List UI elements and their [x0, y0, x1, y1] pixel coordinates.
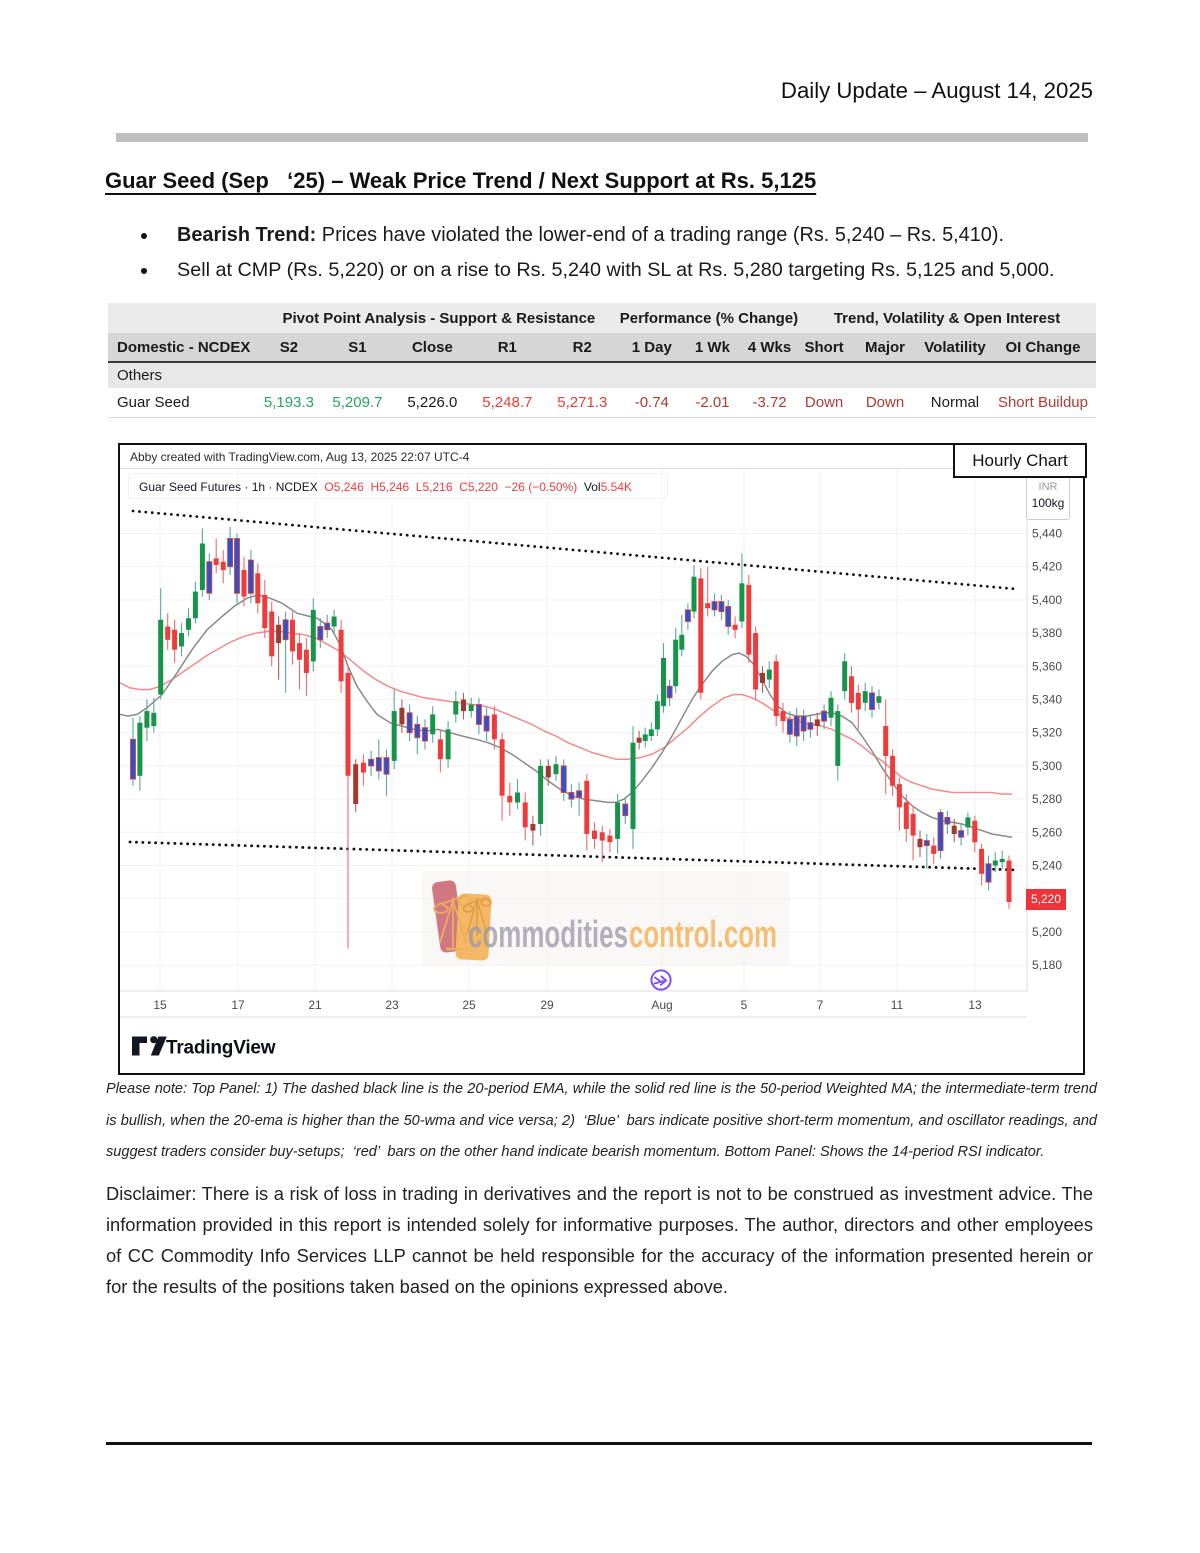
svg-text:5,240: 5,240 [1032, 859, 1062, 873]
svg-text:5,300: 5,300 [1032, 759, 1062, 773]
svg-text:7: 7 [817, 998, 824, 1012]
svg-text:5,380: 5,380 [1032, 626, 1062, 640]
svg-text:5: 5 [741, 998, 748, 1012]
svg-text:control.com: control.com [629, 914, 777, 956]
svg-text:5,260: 5,260 [1032, 825, 1062, 839]
svg-text:commodities: commodities [468, 914, 628, 956]
svg-text:21: 21 [308, 998, 322, 1012]
svg-text:23: 23 [385, 998, 399, 1012]
svg-text:Aug: Aug [651, 998, 672, 1012]
svg-text:5,180: 5,180 [1032, 958, 1062, 972]
svg-text:5,320: 5,320 [1032, 726, 1062, 740]
svg-text:5,280: 5,280 [1032, 792, 1062, 806]
svg-text:5,420: 5,420 [1032, 560, 1062, 574]
svg-text:5,440: 5,440 [1032, 527, 1062, 541]
svg-text:TradingView: TradingView [166, 1038, 276, 1059]
svg-text:17: 17 [231, 998, 245, 1012]
svg-text:5,400: 5,400 [1032, 593, 1062, 607]
svg-text:5,200: 5,200 [1032, 925, 1062, 939]
svg-text:15: 15 [153, 998, 167, 1012]
svg-text:5,340: 5,340 [1032, 693, 1062, 707]
svg-text:29: 29 [540, 998, 554, 1012]
svg-text:13: 13 [968, 998, 982, 1012]
svg-text:25: 25 [462, 998, 476, 1012]
svg-text:11: 11 [891, 998, 904, 1012]
svg-text:5,360: 5,360 [1032, 659, 1062, 673]
